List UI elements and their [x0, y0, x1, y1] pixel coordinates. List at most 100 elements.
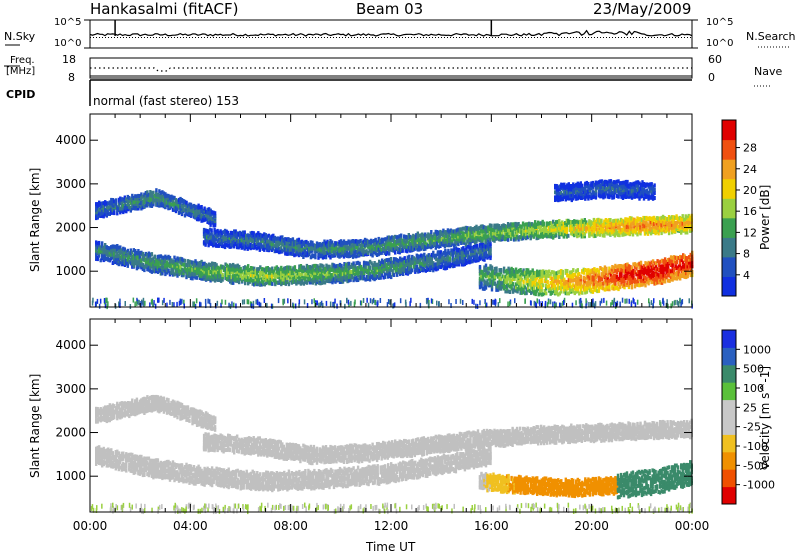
power-cell: [198, 205, 202, 210]
power-cell: [301, 277, 304, 282]
power-cell: [313, 274, 316, 279]
power-cell: [461, 240, 465, 245]
power-cell: [543, 233, 546, 238]
power-cell: [167, 201, 170, 206]
power-cell: [350, 264, 354, 269]
power-cell: [189, 265, 193, 270]
power-cell: [319, 272, 322, 277]
power-cell: [394, 257, 397, 262]
power-cell: [499, 225, 502, 230]
power-cell: [104, 249, 107, 254]
power-cell: [487, 233, 490, 238]
power-cell: [444, 264, 447, 269]
power-cell: [122, 252, 125, 257]
power-cell: [376, 274, 379, 279]
power-cell: [203, 261, 206, 266]
power-cell: [281, 238, 284, 243]
power-cell: [573, 233, 576, 238]
power-cell: [159, 259, 163, 264]
power-cell: [412, 233, 415, 238]
power-cell: [409, 261, 412, 266]
power-cell: [296, 245, 299, 250]
beam-title: Beam 03: [356, 0, 424, 18]
power-cell: [460, 227, 463, 232]
power-cell: [555, 220, 558, 225]
power-cell: [111, 201, 114, 206]
power-cell: [278, 271, 281, 276]
power-cell: [274, 281, 277, 286]
power-cell: [583, 227, 586, 232]
power-cell: [299, 244, 302, 249]
power-cell: [283, 266, 286, 271]
power-cell: [303, 248, 307, 253]
power-cell: [144, 260, 148, 264]
power-cell: [612, 228, 615, 233]
power-cell: [356, 278, 360, 282]
power-cell: [189, 208, 193, 213]
power-cell: [402, 267, 405, 272]
station-title: Hankasalmi (fitACF): [90, 0, 239, 18]
power-cell: [432, 263, 435, 268]
power-cell: [268, 267, 271, 272]
power-cell: [280, 274, 283, 278]
power-cell: [158, 262, 161, 267]
power-cell: [161, 258, 164, 263]
nave-label: Nave: [754, 65, 783, 78]
power-cell: [128, 259, 131, 264]
power-cell: [666, 227, 669, 232]
power-cell: [129, 261, 132, 266]
power-cell: [415, 260, 418, 265]
power-cell: [678, 215, 681, 220]
power-cell: [272, 241, 275, 246]
power-cell: [592, 224, 596, 229]
power-cell: [418, 243, 421, 248]
power-cell: [672, 229, 675, 234]
power-cell: [261, 246, 264, 251]
power-cell: [346, 279, 349, 284]
power-cell: [195, 205, 199, 210]
power-cell: [580, 223, 583, 228]
power-cell: [116, 244, 119, 248]
power-cell: [278, 249, 281, 254]
power-cell: [299, 279, 303, 284]
power-cell: [636, 223, 639, 228]
power-cell: [290, 268, 294, 273]
power-cell: [467, 227, 471, 232]
power-cell: [138, 251, 142, 256]
power-cell: [288, 251, 292, 256]
power-cell: [204, 267, 208, 272]
power-cell: [303, 251, 307, 256]
power-cell: [131, 250, 134, 255]
power-cell: [275, 265, 278, 270]
power-cell: [475, 243, 479, 248]
power-cell: [443, 238, 447, 242]
power-cell: [270, 244, 273, 249]
power-cell: [484, 240, 487, 245]
power-cell: [420, 267, 423, 271]
power-cell: [430, 258, 433, 263]
power-cell: [365, 249, 368, 254]
power-cell: [245, 277, 248, 282]
power-cell: [529, 222, 532, 227]
power-cell: [294, 241, 298, 246]
power-cell: [356, 248, 359, 253]
power-cell: [664, 220, 668, 225]
power-cell: [224, 262, 227, 267]
power-cell: [255, 232, 258, 237]
power-cell: [228, 233, 231, 238]
power-cell: [386, 235, 389, 240]
power-cell: [595, 230, 599, 235]
power-cell: [332, 253, 335, 258]
power-cell: [524, 222, 528, 227]
power-cell: [555, 227, 558, 232]
power-cell: [588, 226, 591, 231]
power-cell: [309, 249, 313, 254]
power-cell: [179, 196, 182, 201]
power-cell: [360, 248, 364, 253]
power-cell: [117, 257, 120, 262]
power-cell: [499, 228, 502, 233]
power-cell: [466, 254, 470, 259]
power-cell: [379, 271, 382, 276]
power-cell: [152, 264, 155, 269]
power-cell: [517, 222, 520, 226]
